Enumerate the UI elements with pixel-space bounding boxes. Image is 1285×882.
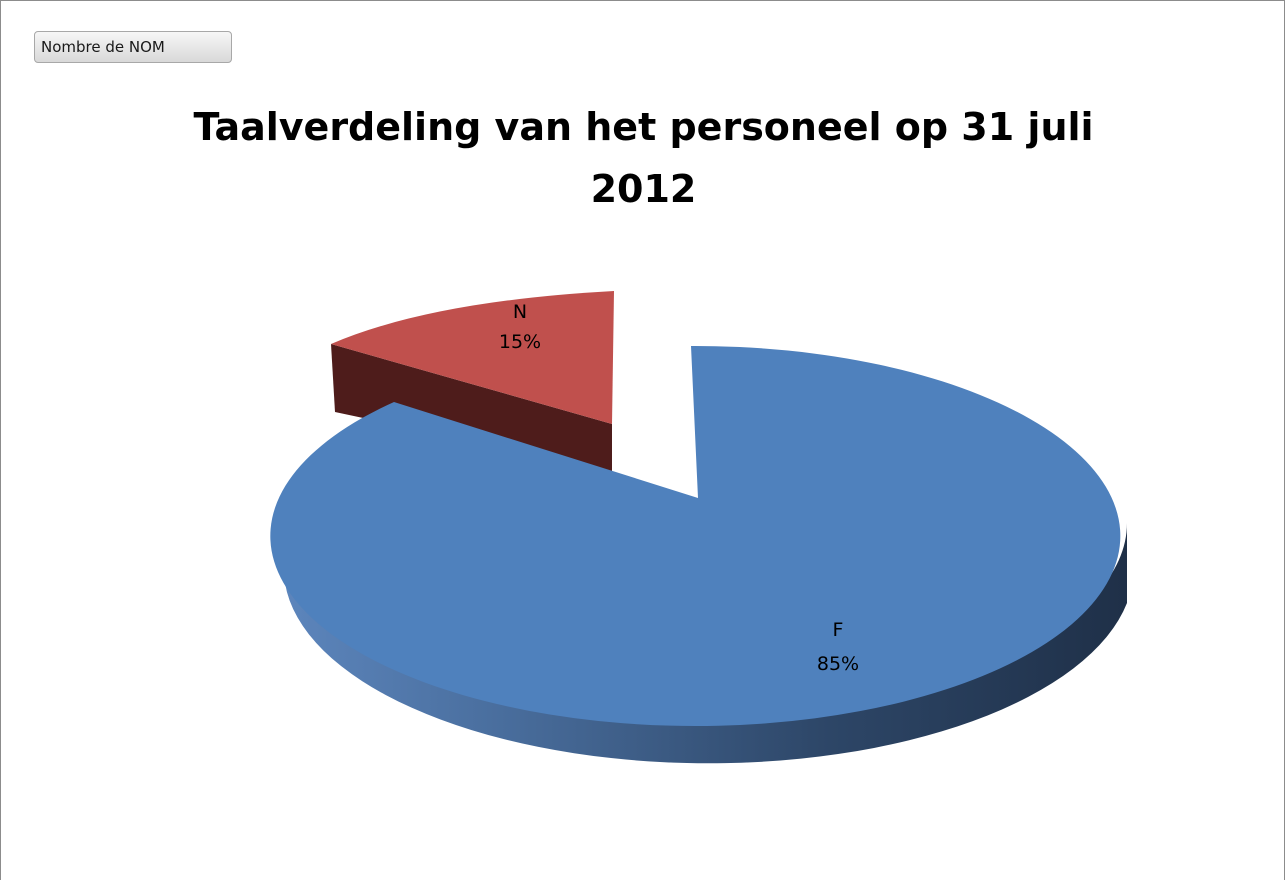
field-button-nombre-de-nom[interactable]: Nombre de NOM — [34, 31, 232, 63]
chart-title: Taalverdeling van het personeel op 31 ju… — [1, 96, 1285, 220]
slice-n-top — [331, 291, 614, 424]
slice-label-f-value: 85% — [817, 653, 859, 675]
slice-n — [331, 291, 614, 471]
slice-label-n-value: 15% — [499, 331, 541, 353]
slice-label-n-category: N — [513, 301, 527, 323]
slice-f-top — [270, 345, 1121, 726]
slice-n-side — [331, 344, 612, 471]
slice-f — [270, 345, 1127, 764]
chart-title-line-1: Taalverdeling van het personeel op 31 ju… — [193, 105, 1094, 149]
slice-label-f-category: F — [833, 619, 844, 641]
chart-title-line-2: 2012 — [590, 167, 697, 211]
slice-f-side — [277, 523, 1127, 764]
